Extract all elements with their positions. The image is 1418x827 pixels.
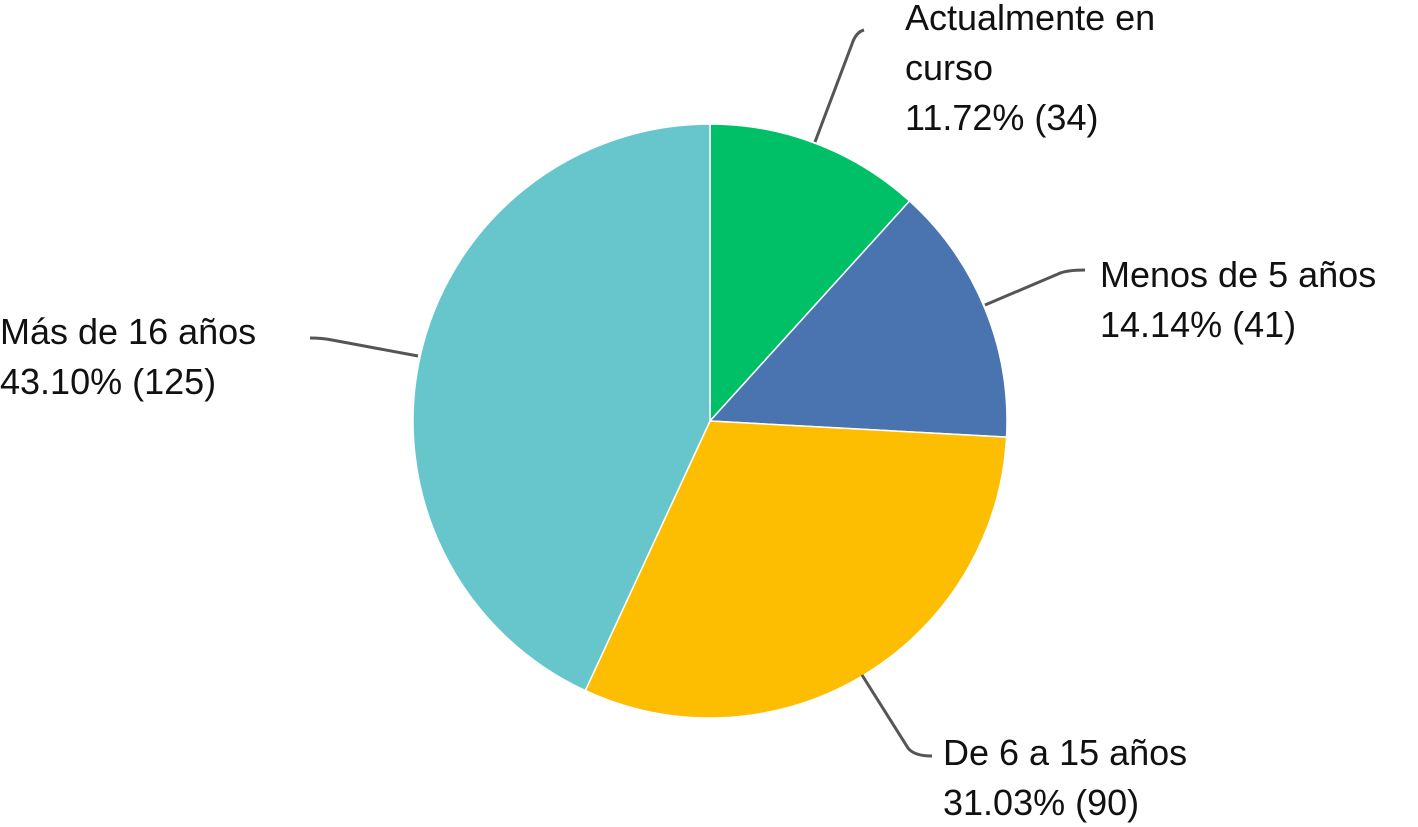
slices xyxy=(412,123,1008,719)
pie-slice xyxy=(709,123,911,423)
value-label: 31.03% (90) xyxy=(943,782,1140,823)
pie-slice xyxy=(708,199,1008,438)
category-label: De 6 a 15 años xyxy=(943,732,1188,773)
value-label: 14.14% (41) xyxy=(1100,304,1297,345)
value-label: 11.72% (34) xyxy=(905,97,1099,138)
slice-label: Menos de 5 años 14.14% (41) xyxy=(1100,250,1376,350)
category-label: Más de 16 años xyxy=(0,311,257,352)
leader-line xyxy=(860,674,933,758)
leader-lines xyxy=(309,28,1086,758)
leader-line xyxy=(984,268,1086,307)
leader-line xyxy=(309,336,419,358)
value-label: 43.10% (125) xyxy=(0,361,217,402)
pie-slice xyxy=(412,123,711,692)
category-label: Actualmente en curso xyxy=(905,0,1156,88)
category-label: Menos de 5 años xyxy=(1100,254,1377,295)
leader-line xyxy=(813,28,865,143)
slice-label: De 6 a 15 años 31.03% (90) xyxy=(943,728,1187,827)
slice-label: Más de 16 años 43.10% (125) xyxy=(0,307,256,407)
slice-label: Actualmente en curso 11.72% (34) xyxy=(905,0,1205,143)
